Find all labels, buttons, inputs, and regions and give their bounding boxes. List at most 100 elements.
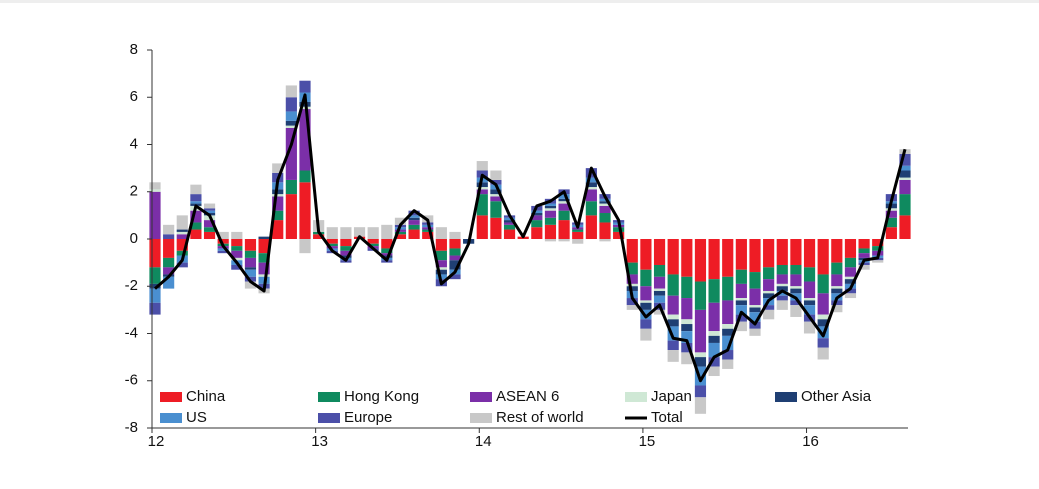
- bar-segment: [326, 227, 338, 239]
- bar-segment: [217, 231, 229, 239]
- bar-segment: [408, 224, 420, 230]
- legend-item: US: [160, 409, 207, 426]
- bar-segment: [408, 220, 420, 225]
- y-tick-label: 6: [130, 88, 138, 105]
- bar-segment: [776, 283, 788, 287]
- bar-segment: [681, 352, 693, 365]
- bar-segment: [667, 319, 679, 327]
- bar-segment: [258, 236, 270, 239]
- bar-segment: [858, 239, 870, 249]
- bar-segment: [585, 182, 597, 188]
- bar-segment: [831, 239, 843, 263]
- bar-segment: [722, 350, 734, 360]
- bar-segment: [558, 239, 570, 242]
- bar-segment: [272, 210, 284, 221]
- bar-segment: [176, 234, 188, 239]
- bar-segment: [763, 239, 775, 268]
- bar-segment: [203, 231, 216, 239]
- bar-segment: [694, 385, 707, 398]
- x-tick-label: 14: [475, 433, 492, 450]
- bar-segment: [422, 231, 434, 239]
- bar-segment: [885, 210, 897, 218]
- bar-segment: [694, 397, 707, 414]
- bar-segment: [394, 231, 407, 235]
- bar-segment: [858, 264, 870, 270]
- bar-segment: [190, 201, 202, 204]
- bar-segment: [885, 208, 897, 211]
- bar-segment: [803, 267, 816, 282]
- bar-segment: [585, 187, 597, 190]
- bar-segment: [803, 305, 816, 315]
- bar-segment: [708, 279, 720, 303]
- bar-segment: [299, 109, 311, 171]
- bar-segment: [790, 264, 802, 275]
- bar-segment: [572, 239, 584, 244]
- bar-segment: [490, 217, 502, 239]
- bar-segment: [176, 239, 188, 251]
- bar-segment: [244, 267, 257, 270]
- bar-segment: [831, 262, 843, 275]
- bar-segment: [449, 260, 461, 270]
- bar-segment: [640, 302, 652, 310]
- bar-segment: [272, 163, 284, 173]
- bar-segment: [544, 210, 557, 218]
- bar-segment: [722, 359, 734, 369]
- bar-segment: [190, 184, 202, 195]
- bar-segment: [149, 288, 161, 303]
- bar-segment: [558, 210, 570, 221]
- bar-segment: [326, 239, 338, 244]
- bar-segment: [899, 170, 911, 178]
- bar-segment: [694, 281, 707, 310]
- bar-segment: [722, 328, 734, 336]
- bar-segment: [613, 231, 625, 239]
- bar-segment: [640, 269, 652, 287]
- bar-segment: [244, 239, 257, 251]
- bar-segment: [599, 198, 611, 202]
- bar-segment: [817, 319, 829, 327]
- bar-segment: [708, 335, 720, 343]
- bar-segment: [149, 191, 161, 239]
- bar-segment: [599, 205, 611, 214]
- bar-segment: [844, 288, 857, 294]
- bar-segment: [435, 269, 447, 275]
- bar-segment: [872, 239, 884, 247]
- bar-segment: [272, 194, 284, 197]
- y-tick-label: 4: [130, 135, 138, 152]
- bar-segment: [585, 189, 597, 202]
- bar-segment: [694, 352, 707, 358]
- bar-segment: [544, 239, 557, 242]
- bar-segment: [817, 274, 829, 294]
- bar-segment: [708, 331, 720, 336]
- bar-segment: [531, 210, 543, 214]
- bar-segment: [476, 194, 488, 216]
- bar-segment: [408, 217, 420, 221]
- legend-item: Japan: [625, 388, 692, 405]
- bar-segment: [885, 227, 897, 239]
- bar-segment: [244, 250, 257, 258]
- bar-segment: [626, 286, 638, 291]
- bar-segment: [163, 257, 175, 268]
- bar-segment: [326, 246, 338, 249]
- bar-segment: [735, 239, 747, 270]
- legend-item: Rest of world: [470, 409, 584, 426]
- bar-segment: [831, 300, 843, 306]
- bar-segment: [817, 293, 829, 315]
- bar-segment: [640, 239, 652, 270]
- bar-segment: [790, 305, 802, 317]
- bar-segment: [476, 187, 488, 190]
- bar-segment: [353, 227, 366, 237]
- bar-segment: [558, 203, 570, 211]
- bar-segment: [681, 276, 693, 299]
- bar-segment: [231, 231, 243, 239]
- bar-segment: [749, 307, 761, 313]
- bar-segment: [681, 324, 693, 332]
- bar-segment: [776, 264, 788, 275]
- bar-segment: [340, 255, 352, 258]
- bar-segment: [572, 231, 584, 239]
- legend-label: China: [186, 388, 226, 405]
- bar-segment: [735, 283, 747, 299]
- bar-segment: [544, 203, 557, 206]
- bar-segment: [408, 215, 420, 218]
- bar-segment: [258, 253, 270, 263]
- bar-segment: [340, 250, 352, 256]
